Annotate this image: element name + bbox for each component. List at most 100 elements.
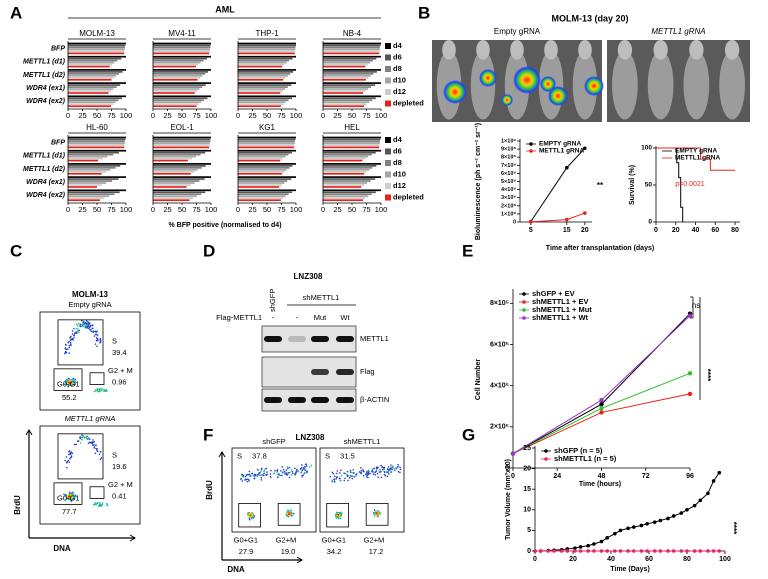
event [333,478,335,481]
bar [238,140,295,143]
y-tick-label: 8×10⁸ [501,155,516,161]
event [383,466,386,469]
x-tick-label: 50 [178,111,186,120]
annotation: **** [729,522,738,535]
event [262,474,265,477]
event [84,326,87,329]
legend-label: d4 [393,41,403,50]
event [75,323,78,325]
legend-swatch [385,183,391,189]
event [79,325,82,328]
event [65,383,68,385]
bar [238,84,292,86]
bar [153,84,206,86]
event [69,341,72,344]
x-tick-label: 50 [348,111,356,120]
event [377,510,380,513]
event [340,514,342,516]
event [286,474,288,476]
event [294,473,296,475]
bar [153,189,211,192]
event [264,468,266,470]
event [77,322,80,325]
bar [238,44,296,47]
y-tick-label: 5×10⁸ [501,179,516,185]
legend-marker [529,142,533,146]
marker [592,542,596,546]
marker [645,522,649,526]
signal [501,94,513,106]
bar [238,191,292,194]
x-tick-label: 50 [348,205,356,214]
event [83,437,86,439]
band [264,336,282,342]
event [287,467,289,470]
bar [68,191,120,194]
event [256,468,259,471]
event [287,510,290,513]
bar [68,176,126,178]
category-label: BFP [51,45,65,52]
bar [323,61,370,64]
marker [685,508,689,512]
event [362,474,365,477]
series-line [656,147,684,222]
event [86,326,89,328]
panel-title: LNZ308 [296,433,325,442]
event [94,343,97,345]
lane-label: shGFP [268,289,277,312]
event [259,471,261,474]
event [339,472,341,474]
marker [599,549,604,553]
y-tick-label: 20 [523,465,531,472]
x-tick-label: 72 [642,473,650,480]
bar [68,197,105,200]
bar [238,193,289,196]
plot-frame [231,447,317,533]
event [66,380,68,383]
event [71,452,74,455]
bar [153,69,211,71]
legend-marker [529,149,533,153]
bar [238,73,291,75]
event [360,467,362,469]
x-tick-label: 5 [529,227,533,234]
bar [323,42,381,45]
event [362,469,364,471]
gate-name: S [237,451,242,460]
event [70,497,72,500]
marker [533,549,537,553]
event [362,470,365,472]
marker [546,549,551,553]
panel-title: HEL [344,123,360,132]
mouse-head [476,40,490,60]
event [65,497,68,500]
event [73,334,75,336]
x-tick-label: 80 [683,556,691,563]
bar [238,157,283,160]
event [256,473,259,476]
event [290,509,293,511]
legend-label: METTL1 gRNA [539,148,584,155]
bar [238,182,285,184]
legend-label: depleted [393,192,424,201]
bar [323,178,376,180]
event [88,438,91,440]
bar [68,189,126,192]
event [74,495,77,498]
x-tick-label: 15 [563,227,571,234]
gate [277,503,301,526]
bar [68,99,119,102]
bar [68,88,114,90]
bar [323,195,369,198]
y-tick-label: 10 [523,507,531,514]
event [71,493,74,496]
bar [238,48,296,51]
gate-name: G2 + M [108,366,133,375]
event [91,327,94,330]
bar [153,59,204,62]
x-tick-label: 50 [263,111,271,120]
event [106,504,109,506]
annotation: ns [692,301,700,310]
y-tick-label: 100 [641,145,652,152]
